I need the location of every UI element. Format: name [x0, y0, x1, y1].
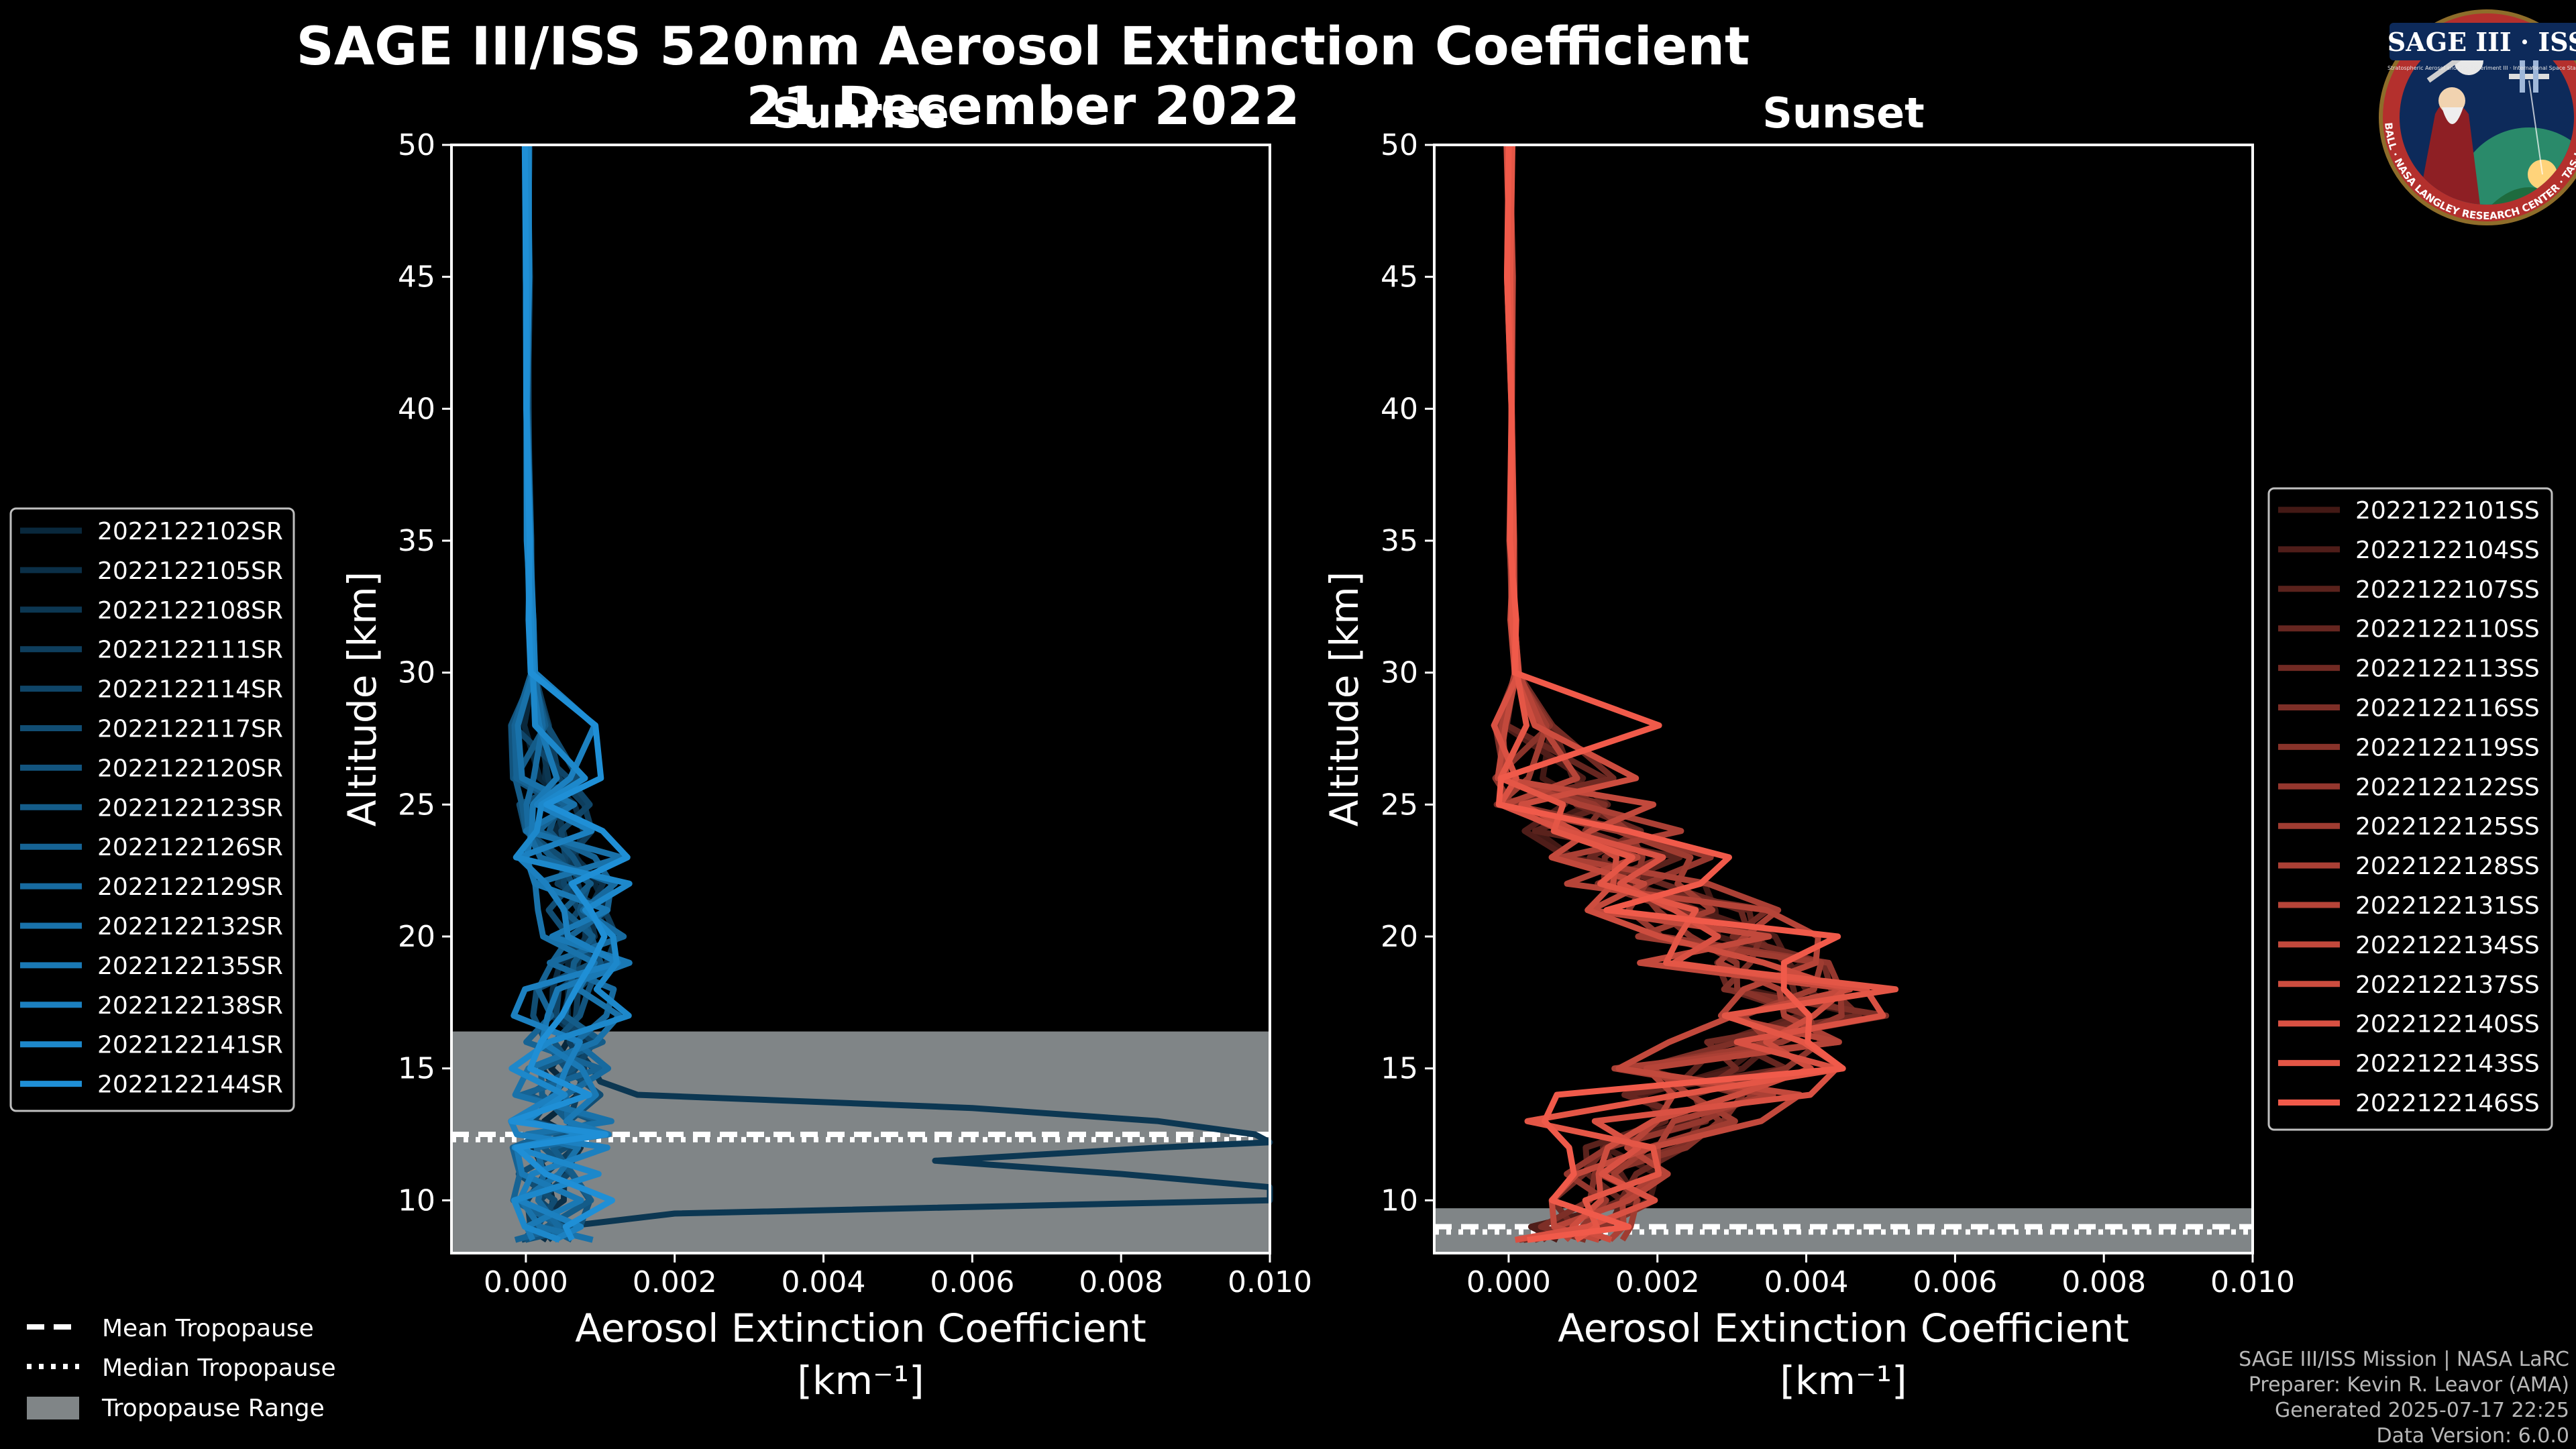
sunset-panel-title: Sunset	[1762, 89, 1925, 138]
sunrise-legend-label-2022122111SR: 2022122111SR	[97, 637, 283, 664]
sunset-legend-label-2022122143SS: 2022122143SS	[2355, 1051, 2540, 1078]
sunset-legend-label-2022122119SS: 2022122119SS	[2355, 734, 2540, 761]
figure-subtitle: 21 December 2022	[746, 76, 1299, 137]
sunrise-x-unit: [km⁻¹]	[797, 1358, 924, 1403]
sunrise-y-label: Altitude [km]	[339, 572, 385, 826]
sunset-y-tick-label: 45	[1381, 260, 1418, 294]
sunset-x-tick-label: 0.000	[1466, 1265, 1551, 1299]
sunrise-x-label: Aerosol Extinction Coefficient	[575, 1305, 1146, 1351]
sunset-profile-2022122143SS	[1497, 144, 1899, 1243]
sunrise-x-tick-label: 0.002	[633, 1265, 717, 1299]
sunrise-legend-label-2022122132SR: 2022122132SR	[97, 913, 283, 941]
sunrise-plot-area: 0.000 0.002 0.004 0.006 0.008 0.010 10 15 20 25 30…	[398, 128, 1312, 1299]
credits: SAGE III/ISS Mission | NASA LaRC Prepare…	[2239, 1348, 2569, 1448]
sunrise-legend-label-2022122102SR: 2022122102SR	[97, 518, 283, 545]
sunrise-x-tick-label: 0.004	[782, 1265, 866, 1299]
sunset-x-unit: [km⁻¹]	[1780, 1358, 1907, 1403]
sunrise-legend-label-2022122135SR: 2022122135SR	[97, 953, 283, 980]
sunset-x-tick-label: 0.010	[2210, 1265, 2295, 1299]
sunset-profile-2022122146SS	[1495, 144, 1846, 1243]
sunrise-legend-label-2022122126SR: 2022122126SR	[97, 834, 283, 861]
sunrise-legend-label-2022122129SR: 2022122129SR	[97, 873, 283, 901]
tropopause-range-label: Tropopause Range	[101, 1395, 325, 1422]
sunset-legend-label-2022122146SS: 2022122146SS	[2355, 1090, 2540, 1118]
sunrise-x-tick-label: 0.010	[1228, 1265, 1312, 1299]
space-station-icon	[2509, 60, 2549, 175]
sunset-legend-frame	[2267, 487, 2553, 1131]
sunset-legend-label-2022122104SS: 2022122104SS	[2355, 537, 2540, 564]
sunset-panel: Sunset 0.000 0.002 0.004 0.006 0.008 0.010 10 1…	[1322, 89, 2295, 1403]
sunset-legend-label-2022122134SS: 2022122134SS	[2355, 932, 2540, 959]
credit-generated: Generated 2025-07-17 22:25	[2275, 1399, 2569, 1422]
sunrise-legend-frame	[9, 507, 295, 1112]
sunset-legend-label-2022122116SS: 2022122116SS	[2355, 695, 2540, 722]
sunrise-legend: 2022122102SR 2022122105SR 2022122108SR 2022…	[9, 507, 295, 1112]
sunset-y-tick-label: 30	[1381, 656, 1418, 690]
sunset-y-label: Altitude [km]	[1322, 572, 1367, 826]
sunrise-legend-label-2022122144SR: 2022122144SR	[97, 1071, 283, 1099]
sunset-legend: 2022122101SS 2022122104SS 2022122107SS 2022…	[2267, 487, 2553, 1131]
sunrise-y-tick-label: 35	[398, 524, 435, 558]
sage-iii-iss-logo: SAGE III · ISS Stratospheric Aerosol and…	[2379, 9, 2576, 225]
median-tropopause-label: Median Tropopause	[102, 1354, 336, 1382]
mean-tropopause-label: Mean Tropopause	[102, 1315, 314, 1342]
sunrise-legend-label-2022122123SR: 2022122123SR	[97, 794, 283, 822]
sunrise-legend-label-2022122138SR: 2022122138SR	[97, 992, 283, 1020]
sunset-y-tick-label: 15	[1381, 1052, 1418, 1086]
tropopause-legend: Mean Tropopause Median Tropopause Tropop…	[27, 1315, 336, 1422]
sunrise-legend-label-2022122114SR: 2022122114SR	[97, 676, 283, 704]
sunrise-x-tick-label: 0.006	[930, 1265, 1014, 1299]
sunrise-y-tick-label: 25	[398, 788, 435, 822]
sunrise-legend-label-2022122141SR: 2022122141SR	[97, 1032, 283, 1059]
sunrise-y-tick-label: 30	[398, 656, 435, 690]
sunset-legend-label-2022122131SS: 2022122131SS	[2355, 892, 2540, 920]
sunset-x-tick-label: 0.004	[1764, 1265, 1849, 1299]
sunrise-y-tick-label: 50	[398, 128, 435, 162]
sunrise-legend-label-2022122105SR: 2022122105SR	[97, 557, 283, 585]
sunrise-x-tick-label: 0.000	[484, 1265, 568, 1299]
sunset-plot-area: 0.000 0.002 0.004 0.006 0.008 0.010 10 15 20 25 30…	[1381, 128, 2295, 1299]
sunset-legend-label-2022122113SS: 2022122113SS	[2355, 655, 2540, 683]
sunrise-panel: Sunrise 0.000 0.002 0.004 0.006 0.008 0.010 10…	[339, 89, 1312, 1403]
sunrise-y-tick-label: 15	[398, 1052, 435, 1086]
sunrise-legend-label-2022122117SR: 2022122117SR	[97, 716, 283, 743]
sunset-legend-label-2022122122SS: 2022122122SS	[2355, 773, 2540, 801]
sunrise-y-tick-label: 40	[398, 392, 435, 426]
sunset-legend-label-2022122107SS: 2022122107SS	[2355, 576, 2540, 604]
sunset-x-tick-label: 0.006	[1913, 1265, 1997, 1299]
sunrise-profile-2022122144SR	[508, 144, 631, 1242]
sunset-x-label: Aerosol Extinction Coefficient	[1558, 1305, 2129, 1351]
sunset-x-tick-label: 0.002	[1615, 1265, 1700, 1299]
sunset-y-tick-label: 50	[1381, 128, 1418, 162]
sunset-legend-label-2022122125SS: 2022122125SS	[2355, 813, 2540, 841]
sunrise-panel-title: Sunrise	[772, 89, 949, 138]
sunrise-plot-frame	[450, 144, 1271, 1254]
sunset-legend-label-2022122137SS: 2022122137SS	[2355, 971, 2540, 999]
credit-data-version: Data Version: 6.0.0	[2377, 1424, 2569, 1448]
sunset-legend-label-2022122101SS: 2022122101SS	[2355, 497, 2540, 525]
sunset-y-tick-label: 25	[1381, 788, 1418, 822]
sunrise-legend-label-2022122120SR: 2022122120SR	[97, 755, 283, 782]
sunrise-y-tick-label: 20	[398, 920, 435, 954]
sunset-legend-label-2022122110SS: 2022122110SS	[2355, 616, 2540, 643]
figure-title: SAGE III/ISS 520nm Aerosol Extinction Co…	[297, 17, 1750, 77]
sunset-y-tick-label: 35	[1381, 524, 1418, 558]
sunrise-legend-label-2022122108SR: 2022122108SR	[97, 597, 283, 625]
credit-mission: SAGE III/ISS Mission | NASA LaRC	[2239, 1348, 2569, 1371]
sunrise-y-tick-label: 10	[398, 1183, 435, 1218]
sunset-plot-frame	[1433, 144, 2254, 1254]
sunset-y-tick-label: 10	[1381, 1183, 1418, 1218]
sunset-legend-label-2022122140SS: 2022122140SS	[2355, 1011, 2540, 1038]
sunset-y-tick-label: 40	[1381, 392, 1418, 426]
sunset-legend-label-2022122128SS: 2022122128SS	[2355, 853, 2540, 880]
sunrise-y-tick-label: 45	[398, 260, 435, 294]
sunset-y-tick-label: 20	[1381, 920, 1418, 954]
logo-title: SAGE III · ISS	[2387, 27, 2576, 57]
tropopause-range-swatch	[27, 1397, 79, 1419]
sunset-x-tick-label: 0.008	[2061, 1265, 2146, 1299]
logo-subtitle: Stratospheric Aerosol and Gas Experiment…	[2387, 65, 2576, 71]
credit-preparer: Preparer: Kevin R. Leavor (AMA)	[2249, 1373, 2569, 1397]
sunrise-x-tick-label: 0.008	[1079, 1265, 1163, 1299]
